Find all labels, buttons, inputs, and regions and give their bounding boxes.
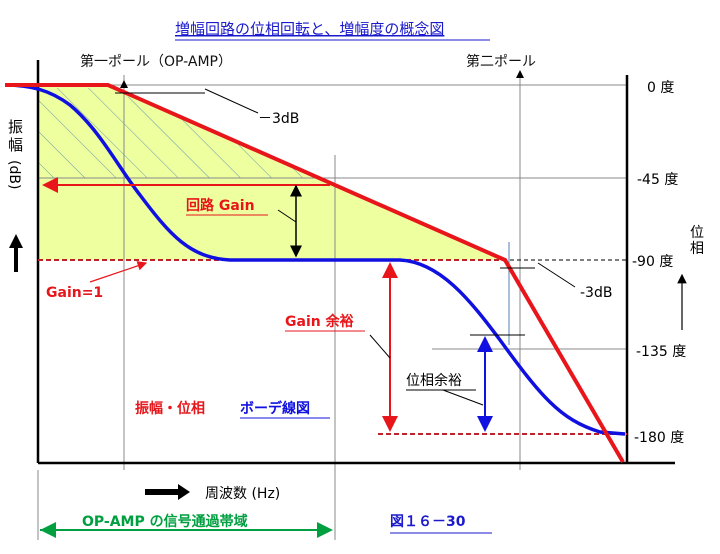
legend-red-label: 振幅・位相	[135, 400, 205, 417]
x-axis-label: 周波数 (Hz)	[205, 486, 280, 502]
gridlines	[37, 75, 627, 540]
phase-tick-180: -180 度	[634, 430, 684, 446]
phase-axis-label-1: 位	[690, 225, 704, 241]
phase-tick-135: -135 度	[636, 344, 686, 360]
y-axis-label-3: (dB)	[6, 160, 22, 189]
minus-3db-label-1: －3dB	[258, 111, 299, 127]
phase-tick-90: -90 度	[632, 254, 673, 270]
minus-3db-label-2: -3dB	[580, 285, 612, 301]
y-axis-label-2: 幅	[8, 136, 23, 154]
gain-one-label: Gain=1	[46, 285, 103, 301]
y-axis-label-1: 振	[8, 118, 23, 136]
phase-curve	[4, 83, 626, 436]
bandwidth-label: OP-AMP の信号通過帯域	[82, 513, 248, 530]
gain-curve	[5, 83, 625, 464]
phase-tick-45: -45 度	[637, 172, 678, 188]
legend-blue-label: ボーデ線図	[240, 400, 310, 417]
hatch-area	[38, 88, 318, 178]
first-pole-label: 第一ポール（OP-AMP）	[80, 53, 232, 70]
gain-margin-label: Gain 余裕	[285, 313, 354, 330]
phase-tick-0: 0 度	[647, 80, 674, 96]
second-pole-label: 第二ポール	[466, 53, 536, 70]
phase-margin-label: 位相余裕	[406, 372, 462, 389]
phase-axis-label-2: 相	[690, 241, 704, 257]
circuit-gain-label: 回路 Gain	[186, 197, 255, 214]
diagram-title: 増幅回路の位相回転と、増幅度の概念図	[175, 20, 444, 38]
figure-number: 図１６－30	[390, 514, 466, 530]
